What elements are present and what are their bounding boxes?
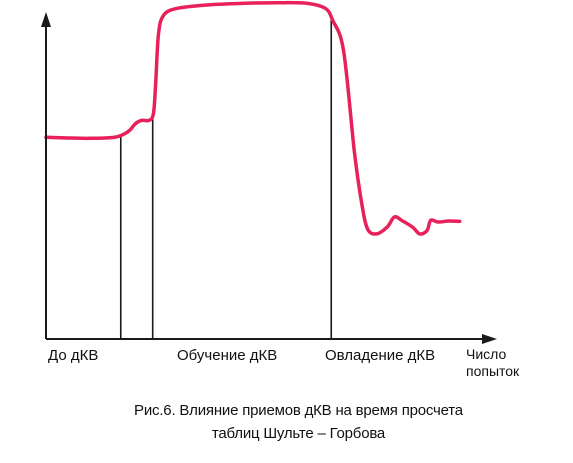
phase-label-training: Обучение дКВ — [177, 347, 277, 364]
y-axis-arrow — [41, 12, 51, 27]
x-axis-label-line1: Число — [466, 346, 506, 362]
x-axis-arrow — [482, 334, 497, 344]
chart-plot — [44, 0, 462, 339]
figure-caption-line1: Рис.6. Влияние приемов дКВ на время прос… — [134, 402, 463, 419]
x-axis-label-line2: попыток — [466, 363, 520, 379]
phase-label-before: До дКВ — [48, 347, 98, 364]
phase-label-mastery: Овладение дКВ — [325, 347, 435, 364]
figure-caption-line2: таблиц Шульте – Горбова — [211, 425, 386, 442]
series-line — [44, 0, 462, 236]
